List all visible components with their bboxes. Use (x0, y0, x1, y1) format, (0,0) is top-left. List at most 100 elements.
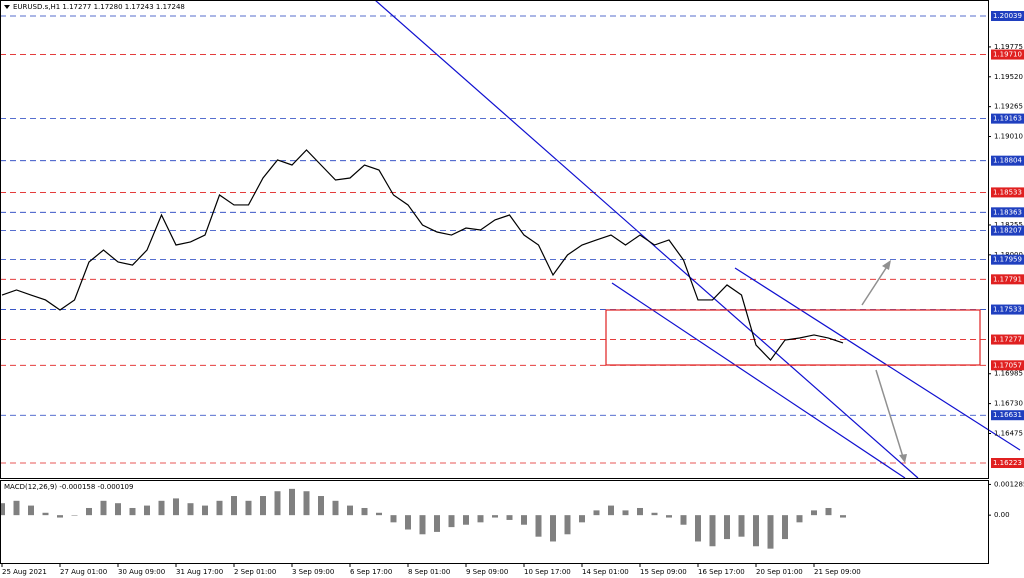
macd-bar (274, 491, 281, 516)
y-tick-label: 0.00 (994, 511, 1010, 519)
macd-bar (173, 498, 179, 516)
macd-bar (709, 515, 716, 547)
macd-bar (550, 515, 556, 542)
macd-frame (0, 480, 989, 564)
macd-bar (825, 507, 832, 516)
level-label-box (991, 11, 1024, 22)
macd-bar (840, 515, 846, 518)
chart-title: EURUSD.s,H1 1.17277 1.17280 1.17243 1.17… (13, 3, 185, 11)
macd-bar (245, 500, 252, 516)
x-tick-label: 9 Sep 09:00 (466, 568, 508, 576)
level-label: 1.19163 (993, 115, 1022, 123)
macd-bar (390, 515, 397, 523)
price-line (1, 149, 844, 361)
arrow-head (882, 260, 891, 270)
macd-bar (0, 503, 5, 516)
level-label-box (991, 360, 1024, 371)
x-tick-label: 30 Aug 09:00 (118, 568, 165, 576)
x-tick-label: 21 Sep 09:00 (814, 568, 861, 576)
macd-bar (506, 515, 513, 520)
macd-bar (419, 515, 426, 535)
y-tick-label: 1.16985 (994, 370, 1023, 378)
macd-bar (796, 515, 803, 523)
macd-bar (144, 505, 150, 516)
level-label-box (991, 458, 1024, 469)
macd-bar (680, 515, 687, 525)
macd-bar (521, 515, 527, 525)
level-label-box (991, 207, 1024, 218)
level-label: 1.17057 (993, 361, 1022, 369)
macd-title: MACD(12,26,9) -0.000158 -0.000109 (4, 483, 133, 491)
level-label: 1.16223 (993, 459, 1022, 467)
level-label-box (991, 410, 1024, 421)
arrow (875, 369, 904, 458)
macd-bar (289, 488, 295, 516)
macd-bar (753, 515, 759, 547)
level-label: 1.20039 (993, 12, 1022, 20)
y-tick-label: 1.16730 (994, 400, 1023, 408)
x-tick-label: 3 Sep 09:00 (292, 568, 334, 576)
macd-bar (463, 515, 469, 525)
arrow-head (899, 454, 907, 463)
macd-bar (100, 500, 107, 516)
x-tick-label: 27 Aug 01:00 (60, 568, 107, 576)
macd-bar (260, 496, 266, 516)
trend-line (734, 267, 1021, 451)
macd-bar (782, 515, 788, 540)
macd-bar (651, 512, 658, 516)
level-label: 1.17533 (993, 306, 1022, 314)
x-tick-label: 31 Aug 17:00 (176, 568, 223, 576)
macd-bar (434, 515, 440, 532)
macd-bar (535, 515, 542, 537)
x-tick-label: 14 Sep 01:00 (582, 568, 629, 576)
x-tick-label: 25 Aug 2021 (2, 568, 47, 576)
macd-bar (57, 515, 63, 518)
level-label: 1.17959 (993, 256, 1022, 264)
y-tick-label: 0.001285 (994, 480, 1024, 488)
arrow (861, 264, 889, 306)
macd-bar (71, 515, 78, 516)
macd-bar (361, 507, 368, 516)
macd-bar (724, 515, 730, 540)
macd-bar (332, 500, 339, 516)
y-tick-label: 1.19775 (994, 43, 1023, 51)
y-tick-label: 1.19520 (994, 73, 1023, 81)
level-label: 1.18804 (993, 157, 1022, 165)
level-label: 1.17791 (993, 275, 1022, 283)
macd-bar (303, 491, 310, 516)
macd-bar (129, 507, 136, 516)
macd-bar (564, 515, 571, 535)
macd-bar (202, 505, 208, 516)
macd-bar (187, 503, 194, 516)
x-tick-label: 8 Sep 01:00 (408, 568, 450, 576)
level-label-box (991, 187, 1024, 198)
macd-bar (405, 515, 411, 530)
macd-bar (86, 507, 92, 516)
macd-bar (158, 500, 165, 516)
level-label-box (991, 113, 1024, 124)
macd-bar (738, 515, 745, 537)
macd-bar (767, 515, 774, 549)
y-tick-label: 1.16475 (994, 429, 1023, 437)
level-label: 1.18207 (993, 227, 1022, 235)
macd-bar (695, 515, 701, 542)
level-label: 1.19710 (993, 51, 1022, 59)
macd-bar (42, 512, 49, 516)
trend-line (611, 282, 906, 479)
x-tick-label: 20 Sep 01:00 (756, 568, 803, 576)
level-label-box (991, 334, 1024, 345)
macd-bar (13, 500, 20, 516)
macd-bar (347, 505, 353, 516)
menu-triangle (4, 5, 10, 9)
level-label-box (991, 49, 1024, 60)
grid (0, 15, 988, 464)
y-tick-label: 1.19265 (994, 103, 1023, 111)
y-tick-label: 1.19010 (994, 133, 1023, 141)
macd-bar (376, 512, 382, 516)
x-tick-label: 2 Sep 01:00 (234, 568, 276, 576)
macd-bar (231, 496, 237, 516)
level-label: 1.18533 (993, 188, 1022, 196)
